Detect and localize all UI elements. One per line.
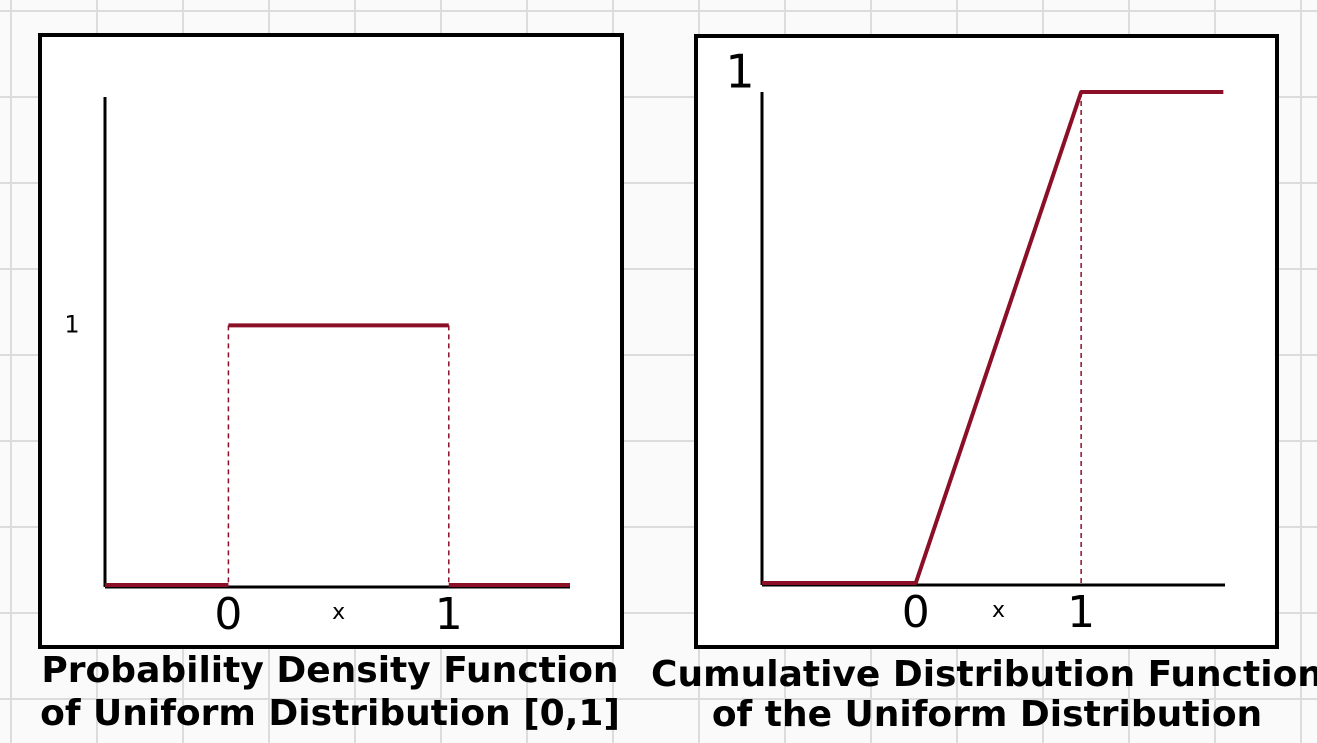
chart-title: Probability Density Function — [41, 650, 618, 691]
x-tick-label: 0 — [902, 587, 930, 638]
x-tick-label: 0 — [214, 589, 242, 640]
chart-title: of Uniform Distribution [0,1] — [40, 693, 620, 734]
chart-title: of the Uniform Distribution — [712, 694, 1262, 735]
panel — [694, 34, 1279, 649]
data-line — [762, 90, 1224, 585]
x-tick-label: 1 — [1067, 587, 1095, 638]
x-axis-label: x — [332, 600, 345, 625]
panel — [38, 33, 624, 649]
y-tick-label: 1 — [64, 310, 79, 338]
y-tick-label: 1 — [725, 45, 754, 99]
x-axis-label: x — [992, 598, 1005, 623]
x-tick-label: 1 — [435, 589, 463, 640]
chart-title: Cumulative Distribution Function — [651, 654, 1317, 695]
